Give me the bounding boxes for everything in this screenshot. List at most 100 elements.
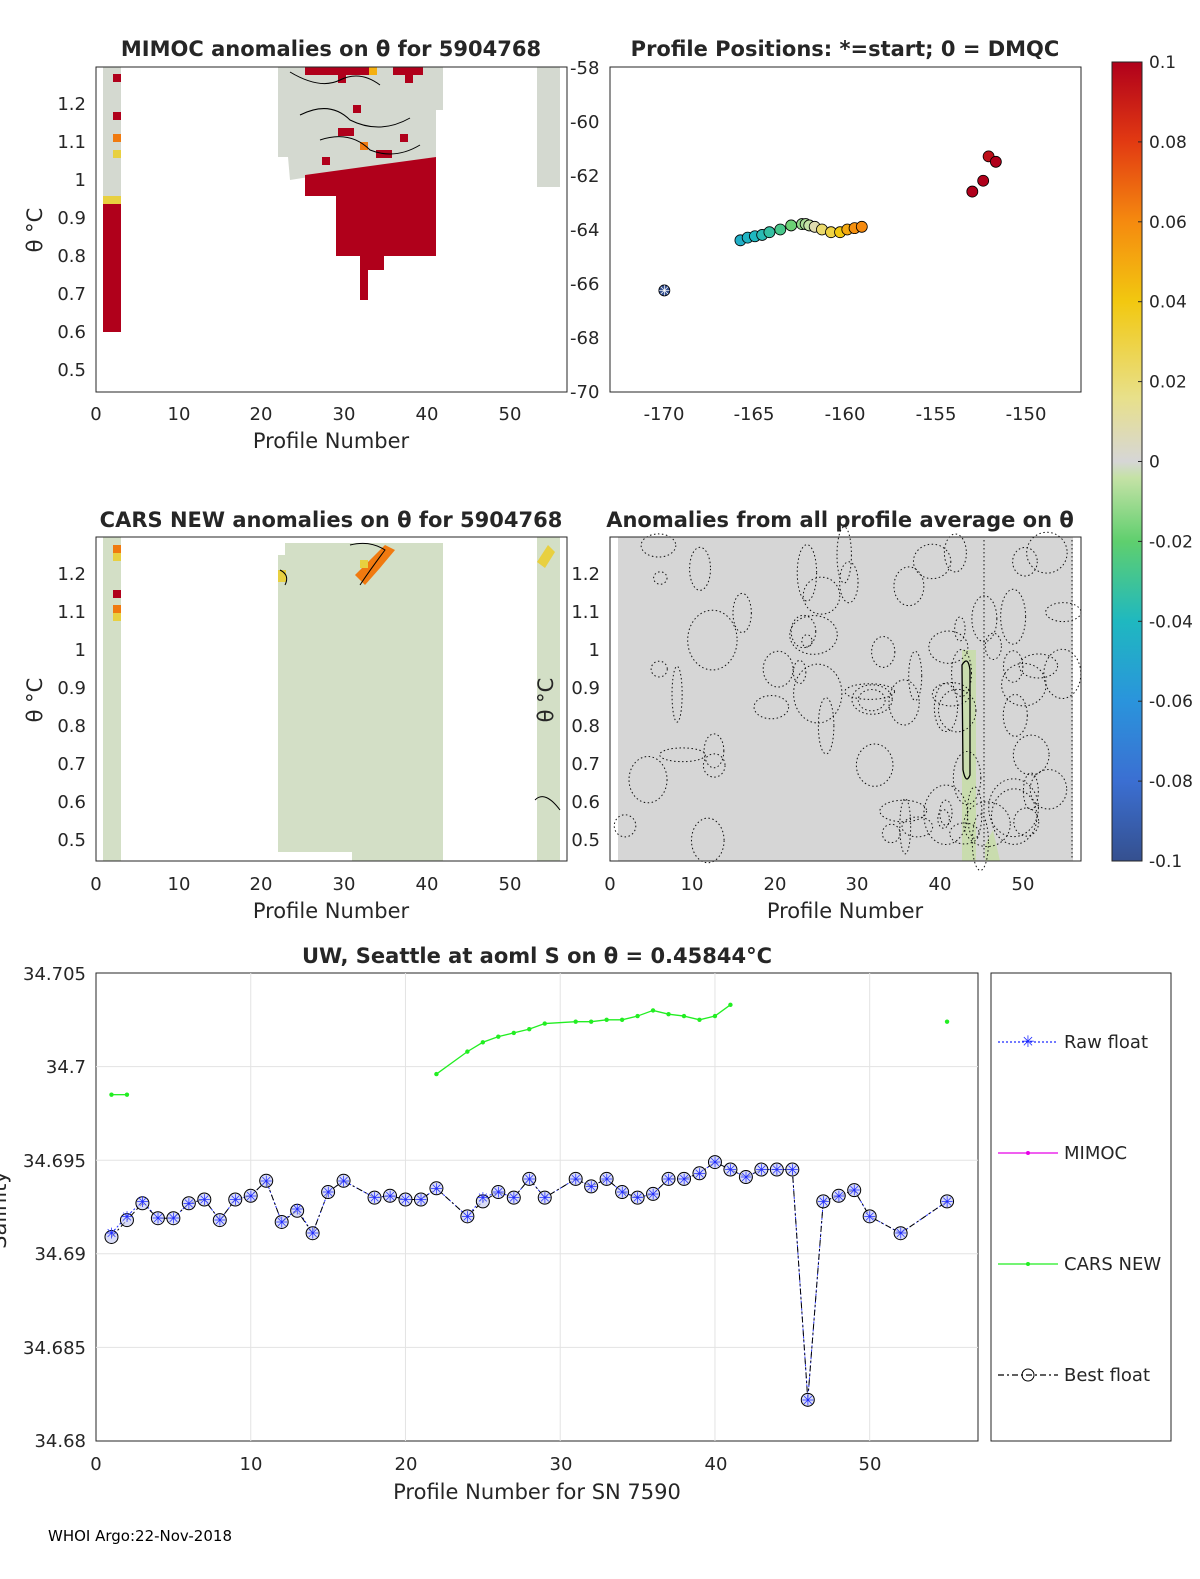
anomaly-contour — [933, 682, 959, 733]
allavg-title: Anomalies from all profile average on θ — [606, 508, 1074, 532]
best-float-point — [429, 1181, 444, 1196]
best-float-point — [119, 1213, 134, 1228]
mimoc-yticks: 0.5 0.6 0.7 0.8 0.9 1 1.1 1.2 — [57, 94, 86, 381]
raw-float-point: ✳ — [260, 1172, 273, 1190]
positions-ytick: -70 — [570, 382, 599, 403]
cars-new-point — [434, 1071, 439, 1077]
raw-float-point: ✳ — [461, 1208, 474, 1226]
positions-ytick: -64 — [570, 220, 599, 241]
mimoc-xtick: 0 — [90, 404, 101, 425]
cars-xtick: 30 — [333, 874, 356, 895]
positions-xtick: -170 — [644, 404, 685, 425]
salinity-xtick: 50 — [859, 1454, 882, 1475]
colorbar-tick-label: -0.08 — [1149, 772, 1193, 792]
best-float-point — [769, 1162, 784, 1177]
best-float-point — [568, 1171, 583, 1186]
cars-ytick: 1.2 — [57, 564, 86, 585]
mimoc-xticks: 0 10 20 30 40 50 — [90, 404, 521, 425]
cars-cell-patch — [537, 545, 555, 568]
anomaly-contour — [671, 665, 683, 723]
mimoc-heatmap — [103, 67, 560, 332]
cars-cell-patch — [355, 545, 395, 585]
cars-xtick: 50 — [499, 874, 522, 895]
anomaly-contour — [817, 697, 835, 755]
mimoc-cells-left-upper — [103, 67, 121, 204]
salinity-ytick: 34.68 — [34, 1431, 86, 1452]
mimoc-xtick: 40 — [416, 404, 439, 425]
cars-new-point — [619, 1017, 625, 1022]
anomaly-contour — [1018, 653, 1059, 679]
position-point — [989, 155, 1002, 168]
anomaly-contour — [966, 786, 983, 839]
anomaly-contour — [899, 798, 912, 855]
anomaly-contour — [703, 733, 725, 769]
mimoc-xlabel: Profile Number — [253, 429, 410, 453]
legend-label-mimoc: MIMOC — [1064, 1143, 1127, 1164]
colorbar-tick-label: -0.06 — [1149, 692, 1193, 712]
best-float-point — [707, 1155, 722, 1170]
cars-panel: CARS NEW anomalies on θ for 5904768 0 10… — [23, 508, 568, 923]
anomaly-contour — [650, 660, 668, 678]
cars-new-point — [666, 1011, 671, 1017]
position-point — [785, 219, 798, 232]
positions-axes-box — [609, 66, 1082, 393]
anomaly-contour — [1029, 769, 1068, 810]
anomaly-contour — [949, 822, 980, 845]
best-float-point — [584, 1179, 599, 1194]
mimoc-cell — [360, 142, 368, 150]
raw-float-point: ✳ — [693, 1165, 706, 1183]
allavg-ytick: 1.2 — [571, 564, 600, 585]
best-float-point — [243, 1188, 258, 1203]
best-float-point — [785, 1162, 800, 1177]
colorbar-tick-label: 0.04 — [1149, 293, 1187, 313]
cars-new-point — [728, 1002, 733, 1008]
allavg-panel: Anomalies from all profile average on θ … — [534, 508, 1082, 923]
anomaly-contour — [1026, 531, 1068, 574]
positions-xticks: -170 -165 -160 -155 -150 — [644, 404, 1047, 425]
mimoc-cells-right — [537, 67, 560, 187]
salinity-panel: UW, Seattle at aoml S on θ = 0.45844°C ✳… — [0, 944, 1172, 1504]
cars-new-point — [573, 1019, 578, 1024]
colorbar-tick-label: 0.02 — [1149, 373, 1187, 393]
salinity-ytick: 34.695 — [23, 1151, 86, 1172]
best-float-point — [383, 1188, 397, 1203]
legend-dot-icon — [1026, 1151, 1030, 1155]
allavg-ytick: 0.7 — [571, 754, 600, 775]
raw-float-point: ✳ — [337, 1172, 350, 1190]
anomaly-contour — [963, 801, 1011, 848]
cars-xlabel: Profile Number — [253, 899, 410, 923]
position-point — [966, 185, 979, 198]
start-star-icon: ✳ — [658, 283, 670, 299]
colorbar-ticks: 0.1 0.08 0.06 0.04 0.02 0 -0.02 -0.04 -0.06 -0.08… — [1138, 53, 1193, 872]
best-float-point — [522, 1171, 537, 1186]
mimoc-cell — [322, 157, 330, 165]
mimoc-cell — [338, 128, 354, 136]
salinity-yticks: 34.68 34.685 34.69 34.695 34.7 34.705 — [23, 964, 86, 1452]
raw-float-point: ✳ — [631, 1189, 644, 1207]
best-float-point — [816, 1194, 831, 1209]
anomaly-contour — [653, 571, 668, 585]
cars-axes-box — [95, 536, 568, 862]
cars-new-point — [650, 1008, 656, 1013]
raw-float-point: ✳ — [709, 1154, 722, 1172]
mimoc-ytick: 1 — [75, 170, 86, 191]
raw-float-point: ✳ — [492, 1184, 505, 1202]
anomaly-contour — [732, 592, 752, 633]
cars-cell — [278, 570, 286, 582]
anomaly-contour — [971, 595, 998, 643]
raw-float-point: ✳ — [430, 1180, 443, 1198]
best-float-point — [940, 1194, 955, 1209]
anomaly-contour — [951, 649, 973, 697]
best-float-point — [259, 1173, 274, 1188]
mimoc-cell — [393, 67, 423, 75]
anomaly-contour — [912, 543, 952, 580]
best-float-point — [537, 1190, 552, 1205]
cars-heatmap — [103, 537, 561, 861]
best-float-point — [166, 1211, 181, 1226]
cars-cells-right — [537, 537, 560, 861]
anomaly-contour — [871, 636, 896, 668]
anomaly-contour — [1000, 588, 1027, 645]
cars-ytick: 1 — [75, 640, 86, 661]
raw-float-point: ✳ — [678, 1170, 691, 1188]
anomaly-contour — [1012, 546, 1038, 577]
